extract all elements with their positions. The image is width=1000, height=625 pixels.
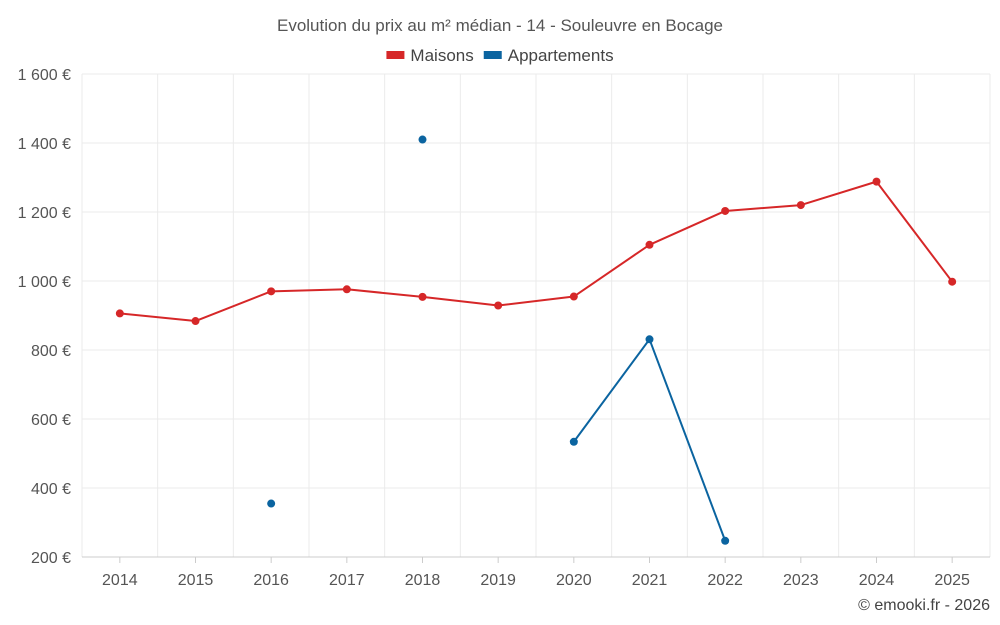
data-point-appartements[interactable] <box>721 536 730 545</box>
y-tick-label: 200 € <box>31 550 71 567</box>
data-point-appartements[interactable] <box>418 135 427 144</box>
x-tick-label: 2016 <box>253 572 289 589</box>
data-point-maisons[interactable] <box>418 292 427 301</box>
series-line-appartements <box>573 338 727 542</box>
data-point-maisons[interactable] <box>494 301 503 310</box>
y-tick-label: 1 600 € <box>18 67 71 84</box>
legend: Maisons Appartements <box>386 46 614 65</box>
series-maisons <box>115 177 957 326</box>
data-point-appartements[interactable] <box>267 499 276 508</box>
x-tick-label: 2021 <box>632 572 668 589</box>
data-point-maisons[interactable] <box>342 285 351 294</box>
credit-text: © emooki.fr - 2026 <box>858 597 990 614</box>
chart-title: Evolution du prix au m² médian - 14 - So… <box>277 16 723 35</box>
y-tick-label: 400 € <box>31 481 71 498</box>
data-point-maisons[interactable] <box>267 287 276 296</box>
legend-swatch <box>483 51 502 59</box>
series-line-maisons <box>119 180 953 323</box>
x-tick-label: 2015 <box>178 572 214 589</box>
data-point-appartements[interactable] <box>569 437 578 446</box>
x-tick-label: 2019 <box>480 572 516 589</box>
data-point-maisons[interactable] <box>191 317 200 326</box>
data-point-maisons[interactable] <box>645 240 654 249</box>
series-appartements <box>267 135 730 545</box>
legend-swatch <box>386 51 405 59</box>
y-tick-label: 800 € <box>31 343 71 360</box>
x-tick-label: 2020 <box>556 572 592 589</box>
x-tick-label: 2014 <box>102 572 138 589</box>
data-point-maisons[interactable] <box>948 277 957 286</box>
x-tick-label: 2024 <box>859 572 895 589</box>
data-point-maisons[interactable] <box>569 292 578 301</box>
y-tick-label: 1 200 € <box>18 205 71 222</box>
grid <box>81 73 991 558</box>
series-layer <box>115 135 957 545</box>
x-tick-label: 2025 <box>934 572 970 589</box>
x-tick-label: 2023 <box>783 572 819 589</box>
data-point-appartements[interactable] <box>645 335 654 344</box>
x-tick-label: 2018 <box>405 572 441 589</box>
data-point-maisons[interactable] <box>872 177 881 186</box>
data-point-maisons[interactable] <box>796 201 805 210</box>
data-point-maisons[interactable] <box>115 309 124 318</box>
data-point-maisons[interactable] <box>721 206 730 215</box>
legend-item-appartements[interactable]: Appartements <box>483 46 614 65</box>
x-tick-label: 2017 <box>329 572 365 589</box>
legend-label: Appartements <box>508 46 614 65</box>
y-tick-label: 1 000 € <box>18 274 71 291</box>
y-tick-label: 1 400 € <box>18 136 71 153</box>
y-tick-label: 600 € <box>31 412 71 429</box>
legend-item-maisons[interactable]: Maisons <box>386 46 474 65</box>
x-tick-label: 2022 <box>707 572 743 589</box>
axes: 200 € 400 € 600 € 800 € 1 000 € 1 200 € 1 400 … <box>18 67 990 589</box>
legend-label: Maisons <box>410 46 473 65</box>
